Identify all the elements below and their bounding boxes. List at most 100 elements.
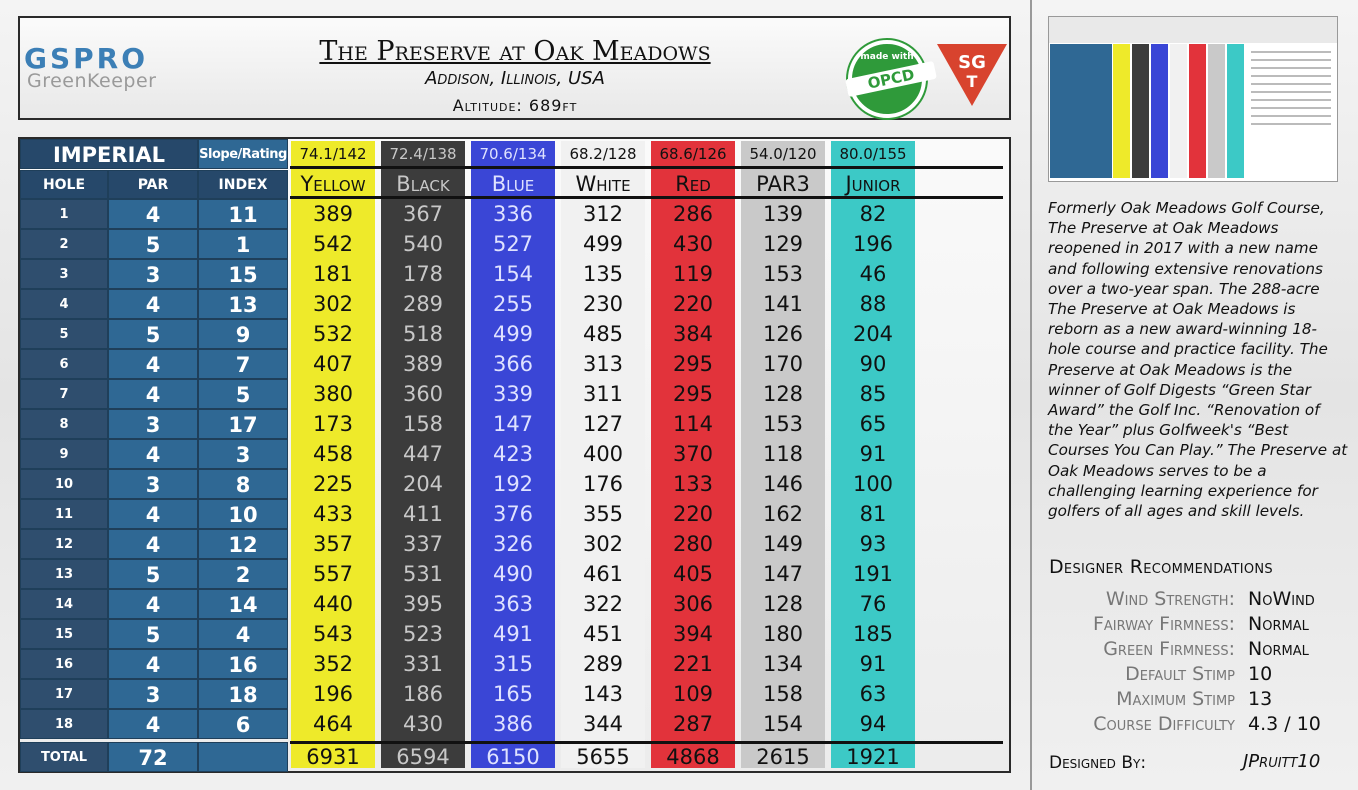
tee-column-black: 72.4/138 Black 367 540 178 289 518 389 360 158 447… xyxy=(381,141,465,769)
tee-rating: 70.6/134 xyxy=(479,145,547,163)
hole-hole-cell: 10 xyxy=(20,469,108,499)
recommendation-value: 13 xyxy=(1248,688,1273,710)
tee-yardage: 186 xyxy=(402,682,444,706)
hole-row: 12 4 12 xyxy=(20,529,288,559)
tee-rating: 54.0/120 xyxy=(749,145,817,163)
course-location: Addison, Illinois, USA xyxy=(425,68,605,89)
hole-row: 8 3 17 xyxy=(20,409,288,439)
tee-yardage: 220 xyxy=(672,502,714,526)
hole-par-cell: 4 xyxy=(108,709,198,739)
tee-yardage: 158 xyxy=(762,682,804,706)
tee-yardage: 331 xyxy=(402,652,444,676)
hole-index-cell: 15 xyxy=(198,259,288,289)
hole-par-cell: 3 xyxy=(108,469,198,499)
tee-yardage: 394 xyxy=(672,622,714,646)
tee-yardage: 81 xyxy=(859,502,887,526)
tee-yardage: 344 xyxy=(582,712,624,736)
recommendation-row: Course Difficulty 4.3 / 10 xyxy=(1048,713,1338,738)
tee-yardage: 85 xyxy=(859,382,887,406)
hole-index-cell: 14 xyxy=(198,589,288,619)
tee-yardage: 440 xyxy=(312,592,354,616)
tee-rating: 68.2/128 xyxy=(569,145,637,163)
recommendation-label: Green Firmness: xyxy=(1103,638,1235,660)
tee-yardage: 295 xyxy=(672,382,714,406)
hole-hole-cell: 13 xyxy=(20,559,108,589)
hole-par-cell: 5 xyxy=(108,229,198,259)
hole-index-cell: 16 xyxy=(198,649,288,679)
tee-yardage: 134 xyxy=(762,652,804,676)
recommendation-value: 4.3 / 10 xyxy=(1248,713,1321,735)
hole-hole-cell: 9 xyxy=(20,439,108,469)
opcd-badge-top: made with xyxy=(860,52,914,62)
hole-par-cell: 4 xyxy=(108,589,198,619)
thumb-tee-column xyxy=(1151,44,1168,178)
course-description: Formerly Oak Meadows Golf Course, The Pr… xyxy=(1048,199,1348,521)
tee-yardage: 129 xyxy=(762,232,804,256)
sgt-badge-top: SG xyxy=(958,52,986,73)
tee-yardage: 280 xyxy=(672,532,714,556)
thumb-text-line xyxy=(1251,83,1331,85)
hole-index-cell: 12 xyxy=(198,529,288,559)
index-column-header: INDEX xyxy=(198,170,288,199)
tee-yardage: 395 xyxy=(402,592,444,616)
tee-yardage: 147 xyxy=(762,562,804,586)
tee-total: 2615 xyxy=(756,745,810,769)
hole-row: 4 4 13 xyxy=(20,289,288,319)
total-row: TOTAL 72 xyxy=(20,742,288,772)
tee-yardage: 357 xyxy=(312,532,354,556)
hole-par-cell: 4 xyxy=(108,199,198,229)
tee-yardage: 133 xyxy=(672,472,714,496)
tee-yardage: 352 xyxy=(312,652,354,676)
recommendation-row: Green Firmness: Normal xyxy=(1048,638,1338,663)
tee-yardage: 405 xyxy=(672,562,714,586)
hole-row: 16 4 16 xyxy=(20,649,288,679)
thumb-text-area xyxy=(1249,44,1337,178)
tee-yardage: 313 xyxy=(582,352,624,376)
hole-index-cell: 13 xyxy=(198,289,288,319)
tee-yardage: 153 xyxy=(762,412,804,436)
hole-par-cell: 5 xyxy=(108,619,198,649)
hole-hole-cell: 1 xyxy=(20,199,108,229)
tee-yardage: 363 xyxy=(492,592,534,616)
designer-name: JPruitt10 xyxy=(1243,751,1321,772)
tee-yardage: 100 xyxy=(852,472,894,496)
tee-name: White xyxy=(575,172,631,196)
tee-yardage: 147 xyxy=(492,412,534,436)
hole-hole-cell: 4 xyxy=(20,289,108,319)
tee-yardage: 376 xyxy=(492,502,534,526)
tee-yardage: 91 xyxy=(859,652,887,676)
tee-yardage: 326 xyxy=(492,532,534,556)
tee-rating: 74.1/142 xyxy=(299,145,367,163)
tee-yardage: 311 xyxy=(582,382,624,406)
hole-par-cell: 3 xyxy=(108,409,198,439)
thumb-tee-column xyxy=(1189,44,1206,178)
tee-yardage: 204 xyxy=(852,322,894,346)
recommendation-row: Maximum Stimp 13 xyxy=(1048,688,1338,713)
tee-yardage: 143 xyxy=(582,682,624,706)
tee-yardage: 127 xyxy=(582,412,624,436)
tee-yardage: 430 xyxy=(402,712,444,736)
hole-index-cell: 10 xyxy=(198,499,288,529)
tee-yardage: 149 xyxy=(762,532,804,556)
tee-yardage: 543 xyxy=(312,622,354,646)
tee-yardage: 126 xyxy=(762,322,804,346)
tee-yardage: 162 xyxy=(762,502,804,526)
tee-yardage: 118 xyxy=(762,442,804,466)
hole-index-cell: 17 xyxy=(198,409,288,439)
hole-row: 10 3 8 xyxy=(20,469,288,499)
tee-yardage: 289 xyxy=(402,292,444,316)
hole-par-cell: 4 xyxy=(108,499,198,529)
tee-name: Red xyxy=(675,172,711,196)
thumb-tee-column xyxy=(1170,44,1187,178)
thumb-text-line xyxy=(1251,123,1331,125)
tee-name: Blue xyxy=(491,172,535,196)
tee-yardage: 302 xyxy=(582,532,624,556)
tee-yardage: 91 xyxy=(859,442,887,466)
tee-yardage: 490 xyxy=(492,562,534,586)
hole-index-cell: 2 xyxy=(198,559,288,589)
thumb-tee-column xyxy=(1227,44,1244,178)
tee-rating: 80.0/155 xyxy=(839,145,907,163)
